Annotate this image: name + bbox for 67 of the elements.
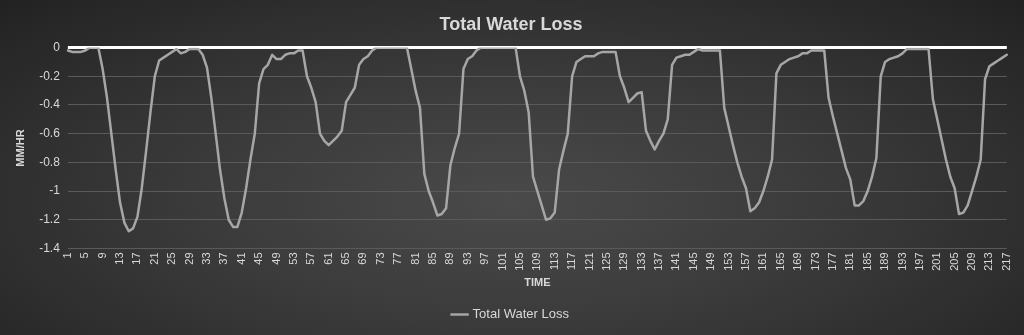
x-tick-label: 1: [60, 252, 73, 259]
x-tick-label: 121: [582, 252, 595, 271]
x-tick-label: 177: [825, 252, 838, 271]
x-tick-label: 53: [286, 252, 299, 265]
x-tick-label: 13: [113, 252, 126, 265]
x-tick-label: 113: [547, 252, 560, 270]
x-tick-label: 65: [339, 252, 352, 265]
y-tick-label: -0.4: [39, 97, 61, 112]
x-tick-label: 157: [739, 252, 752, 271]
x-tick-label: 125: [599, 252, 612, 271]
x-tick-label: 145: [686, 252, 699, 271]
x-tick-label: 109: [530, 252, 543, 271]
x-axis-title: TIME: [524, 276, 551, 289]
legend-label: Total Water Loss: [472, 306, 570, 322]
x-tick-label: 45: [252, 252, 265, 265]
y-tick-label: -0.2: [39, 68, 61, 83]
x-tick-label: 197: [912, 252, 925, 271]
x-tick-label: 169: [791, 252, 804, 271]
x-tick-label: 201: [930, 252, 943, 271]
x-tick-label: 57: [304, 252, 317, 265]
chart-title: Total Water Loss: [439, 13, 583, 34]
x-tick-label: 17: [130, 252, 143, 265]
x-tick-label: 205: [947, 252, 960, 271]
x-tick-label: 141: [669, 252, 682, 271]
y-tick-label: 0: [53, 39, 61, 54]
x-tick-label: 165: [773, 252, 786, 271]
x-tick-label: 5: [78, 252, 91, 259]
x-tick-label: 173: [808, 252, 821, 271]
y-axis-title: MM/HR: [13, 129, 26, 167]
x-tick-label: 85: [426, 252, 439, 265]
x-tick-label: 41: [234, 252, 247, 265]
x-tick-label: 21: [147, 252, 160, 265]
x-tick-label: 161: [756, 252, 769, 271]
x-tick-label: 149: [704, 252, 717, 271]
x-tick-label: 93: [460, 252, 473, 265]
x-tick-label: 73: [373, 252, 386, 265]
x-tick-label: 185: [860, 252, 873, 271]
y-tick-label: -0.8: [39, 154, 61, 169]
y-tick-label: -1.2: [39, 212, 61, 227]
x-tick-label: 153: [721, 252, 734, 271]
x-tick-label: 101: [495, 252, 508, 271]
x-tick-label: 181: [843, 252, 856, 271]
x-tick-label: 69: [356, 252, 369, 265]
x-tick-label: 209: [965, 252, 978, 271]
y-tick-label: -1: [49, 183, 61, 198]
x-tick-label: 117: [565, 252, 578, 270]
x-tick-label: 137: [652, 252, 665, 271]
x-tick-label: 97: [478, 252, 491, 265]
x-tick-label: 133: [634, 252, 647, 271]
x-tick-label: 77: [391, 252, 404, 265]
x-tick-label: 9: [95, 252, 108, 259]
x-tick-label: 213: [982, 252, 995, 271]
x-tick-label: 105: [512, 252, 525, 271]
x-tick-label: 37: [217, 252, 230, 265]
x-tick-label: 49: [269, 252, 282, 265]
x-tick-label: 33: [200, 252, 213, 265]
x-tick-label: 61: [321, 252, 334, 265]
x-tick-label: 217: [999, 252, 1012, 271]
x-tick-label: 25: [165, 252, 178, 265]
x-tick-label: 81: [408, 252, 421, 265]
x-tick-label: 129: [617, 252, 630, 271]
x-tick-label: 29: [182, 252, 195, 265]
y-tick-label: -0.6: [39, 125, 61, 140]
x-tick-label: 189: [878, 252, 891, 271]
x-tick-label: 193: [895, 252, 908, 271]
y-tick-label: -1.4: [39, 240, 61, 255]
x-tick-label: 89: [443, 252, 456, 265]
